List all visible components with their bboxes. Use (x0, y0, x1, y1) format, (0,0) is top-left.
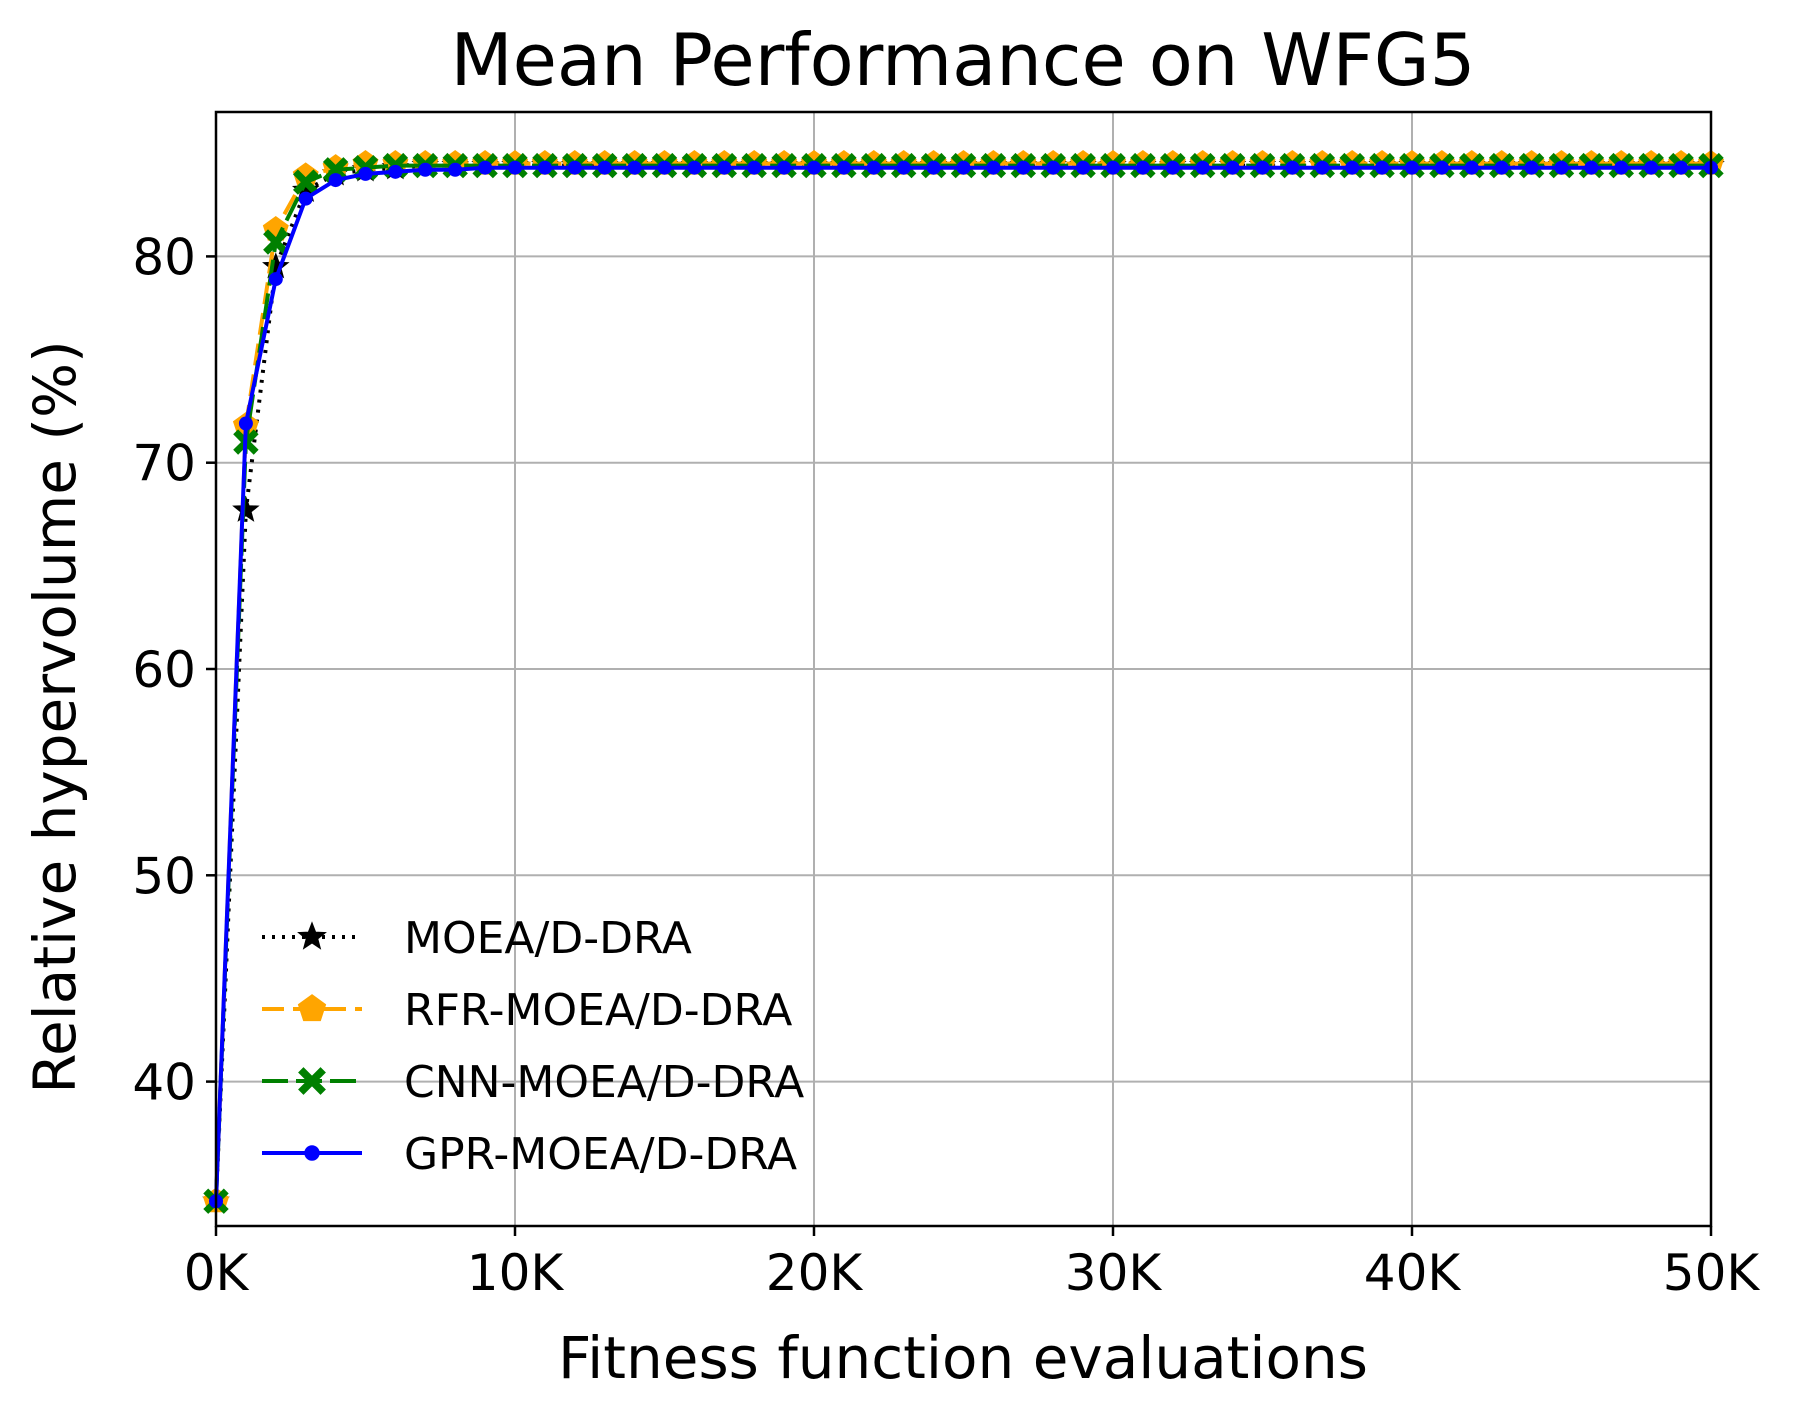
data-point (268, 272, 283, 287)
data-point (1434, 160, 1449, 175)
data-point (1255, 160, 1270, 175)
x-tick-label: 20K (766, 1244, 864, 1302)
data-point (1285, 160, 1300, 175)
data-point (232, 495, 260, 522)
data-point (1494, 160, 1509, 175)
data-point (986, 160, 1001, 175)
data-point (866, 160, 881, 175)
data-point (567, 160, 582, 175)
data-point (926, 160, 941, 175)
series-GPR-MOEA/D-DRA (209, 160, 1718, 1209)
series-group (202, 149, 1725, 1214)
chart-title: Mean Performance on WFG5 (451, 18, 1476, 102)
data-point (1135, 160, 1150, 175)
legend: MOEA/D-DRA RFR-MOEA/D-DRA CNN-MOEA/D-DRA GP… (262, 913, 804, 1180)
data-point (328, 173, 343, 188)
data-point (1225, 160, 1240, 175)
data-point (298, 191, 313, 206)
data-point (747, 160, 762, 175)
data-point (896, 160, 911, 175)
data-point (1464, 160, 1479, 175)
data-point (1076, 160, 1091, 175)
data-point (1046, 160, 1061, 175)
legend-label: MOEA/D-DRA (404, 913, 692, 964)
axis-ticks: 0K 10K 20K 30K 40K 50K 40 50 60 70 80 (132, 228, 1760, 1302)
x-axis-label: Fitness function evaluations (558, 1324, 1368, 1392)
legend-label: CNN-MOEA/D-DRA (404, 1057, 804, 1108)
y-tick-label: 60 (132, 641, 196, 699)
data-point (1614, 160, 1629, 175)
legend-marker (304, 1145, 320, 1161)
data-point (418, 162, 433, 177)
data-point (388, 164, 403, 179)
data-point (836, 160, 851, 175)
legend-item: CNN-MOEA/D-DRA (262, 1057, 804, 1108)
legend-label: GPR-MOEA/D-DRA (404, 1129, 797, 1180)
x-tick-label: 50K (1663, 1244, 1761, 1302)
legend-marker (297, 994, 327, 1022)
legend-marker (297, 921, 327, 950)
data-point (1375, 160, 1390, 175)
x-tick-label: 0K (184, 1244, 250, 1302)
data-point (1524, 160, 1539, 175)
y-tick-label: 40 (132, 1054, 196, 1112)
data-point (448, 162, 463, 177)
data-point (627, 160, 642, 175)
data-point (807, 160, 821, 175)
data-point (597, 160, 612, 175)
data-point (956, 160, 971, 175)
legend-item: RFR-MOEA/D-DRA (262, 985, 792, 1036)
data-point (1165, 160, 1180, 175)
y-tick-label: 50 (132, 847, 196, 905)
data-point (657, 160, 672, 175)
data-point (1106, 160, 1120, 175)
x-tick-label: 30K (1065, 1244, 1163, 1302)
data-point (508, 160, 522, 175)
y-tick-label: 70 (132, 435, 196, 493)
data-point (322, 157, 349, 183)
data-point (1584, 160, 1599, 175)
data-point (1315, 160, 1330, 175)
data-point (687, 160, 702, 175)
legend-item: GPR-MOEA/D-DRA (262, 1129, 797, 1180)
data-point (1554, 160, 1569, 175)
data-point (1016, 160, 1031, 175)
y-tick-label: 80 (132, 228, 196, 286)
legend-item: MOEA/D-DRA (262, 913, 692, 964)
data-point (478, 160, 493, 175)
y-axis-label: Relative hypervolume (%) (21, 340, 89, 1093)
data-point (1644, 160, 1659, 175)
data-point (238, 416, 253, 431)
data-point (1674, 160, 1689, 175)
legend-label: RFR-MOEA/D-DRA (404, 985, 792, 1036)
data-point (717, 160, 732, 175)
data-point (1405, 160, 1419, 175)
x-tick-label: 10K (467, 1244, 565, 1302)
data-point (1345, 160, 1360, 175)
data-point (537, 160, 552, 175)
x-tick-label: 40K (1364, 1244, 1462, 1302)
data-point (1195, 160, 1210, 175)
data-point (777, 160, 792, 175)
legend-marker (298, 1067, 326, 1095)
data-point (358, 166, 373, 181)
